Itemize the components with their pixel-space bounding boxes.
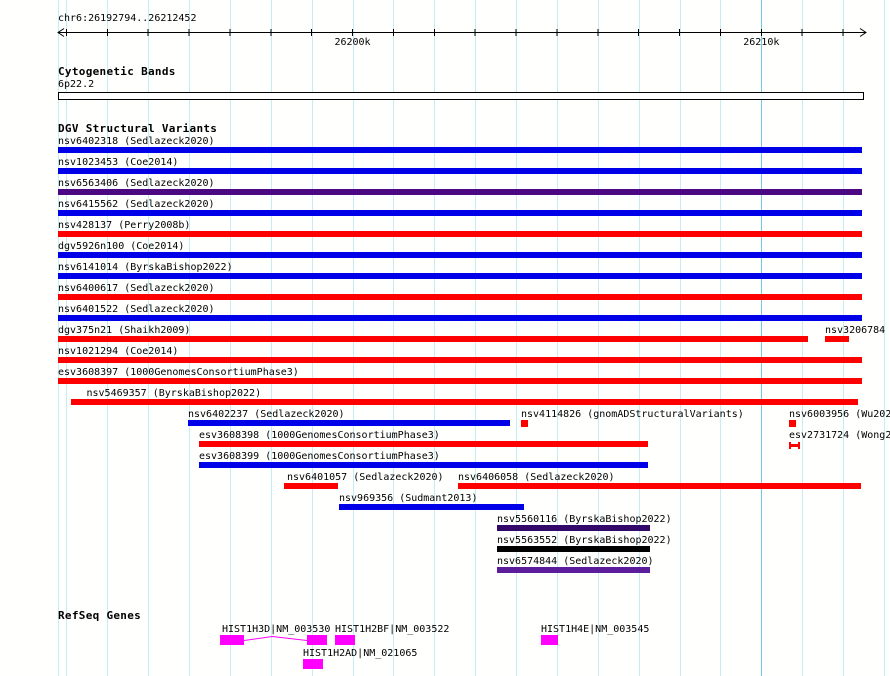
gene-exon[interactable] [541,635,558,645]
variant-bar[interactable] [58,273,862,279]
variant-bar[interactable] [58,336,808,342]
variant-label: esv3608399 (1000GenomesConsortiumPhase3) [199,451,440,462]
variant-label: esv3608397 (1000GenomesConsortiumPhase3) [58,367,299,378]
gene-exon[interactable] [220,635,244,645]
gene-label: HIST1H3D|NM_003530 [222,624,331,635]
variant-label: nsv6574844 (Sedlazeck2020) [497,556,654,567]
variant-bar[interactable] [825,336,849,342]
variant-bar[interactable] [58,189,862,195]
variant-label: nsv5563552 (ByrskaBishop2022) [497,535,672,546]
variant-bar[interactable] [58,378,862,384]
variant-point-marker[interactable] [789,420,796,427]
variant-bar[interactable] [284,483,338,489]
variant-label: nsv6402237 (Sedlazeck2020) [188,409,345,420]
section-header-refseq-genes: RefSeq Genes [58,609,142,622]
variant-bar[interactable] [58,210,862,216]
variant-label: nsv5560116 (ByrskaBishop2022) [497,514,672,525]
axis-tick-label: 26200k [334,37,371,48]
variant-bar[interactable] [339,504,524,510]
variant-bar[interactable] [58,147,862,153]
variant-label: nsv6415562 (Sedlazeck2020) [58,199,215,210]
variant-label: nsv969356 (Sudmant2013) [339,493,478,504]
variant-bar[interactable] [458,483,861,489]
variant-label: nsv5469357 (ByrskaBishop2022) [86,388,262,399]
variant-label: esv3608398 (1000GenomesConsortiumPhase3) [199,430,440,441]
variant-label: nsv6401522 (Sedlazeck2020) [58,304,215,315]
gene-exon[interactable] [303,659,323,669]
section-header-dgv-structural-variants: DGV Structural Variants [58,122,218,135]
variant-label: dgv5926n100 (Coe2014) [58,241,185,252]
variant-label: nsv4114826 (gnomADStructuralVariants) [521,409,744,420]
axis-tick-label: 26210k [743,37,780,48]
variant-bar[interactable] [58,357,862,363]
region-label: chr6:26192794..26212452 [58,13,197,24]
variant-bar[interactable] [497,525,650,531]
variant-bar[interactable] [58,252,862,258]
variant-bar[interactable] [497,567,650,573]
variant-label: nsv1023453 (Coe2014) [58,157,179,168]
gene-intron-connector [244,635,307,641]
variant-bar[interactable] [497,546,650,552]
gene-label: HIST1H2AD|NM_021065 [303,648,418,659]
variant-label: esv2731724 (Wong2 [789,430,890,441]
gene-label: HIST1H4E|NM_003545 [541,624,650,635]
ruler-axis [57,28,867,37]
cytoband-box[interactable] [58,92,864,100]
variant-point-marker[interactable] [521,420,528,427]
cytoband-name: 6p22.2 [58,79,95,90]
variant-bar[interactable] [70,399,858,405]
variant-bar[interactable] [58,231,862,237]
variant-bar[interactable] [199,462,648,468]
variant-bar[interactable] [199,441,648,447]
variant-label: nsv428137 (Perry2008b) [58,220,191,231]
range-midline [791,444,798,447]
variant-label: dgv375n21 (Shaikh2009) [58,325,191,336]
gene-exon[interactable] [307,635,327,645]
section-header-cytogenetic-bands: Cytogenetic Bands [58,65,176,78]
variant-bar[interactable] [58,315,862,321]
variant-label: nsv6400617 (Sedlazeck2020) [58,283,215,294]
variant-bar[interactable] [58,168,862,174]
variant-label: nsv6003956 (Wu202 [789,409,890,420]
variant-bar[interactable] [188,420,510,426]
variant-label: nsv1021294 (Coe2014) [58,346,179,357]
gene-label: HIST1H2BF|NM_003522 [335,624,450,635]
variant-range-marker[interactable] [789,442,800,449]
variant-label: nsv6141014 (ByrskaBishop2022) [58,262,233,273]
variant-bar[interactable] [58,294,862,300]
variant-label: nsv6401057 (Sedlazeck2020) [287,472,444,483]
variant-label: nsv6563406 (Sedlazeck2020) [58,178,215,189]
variant-label: nsv6406058 (Sedlazeck2020) [458,472,615,483]
variant-label: nsv3206784 [825,325,886,336]
grid-line [883,0,885,676]
gene-exon[interactable] [335,635,355,645]
variant-label: nsv6402318 (Sedlazeck2020) [58,136,215,147]
